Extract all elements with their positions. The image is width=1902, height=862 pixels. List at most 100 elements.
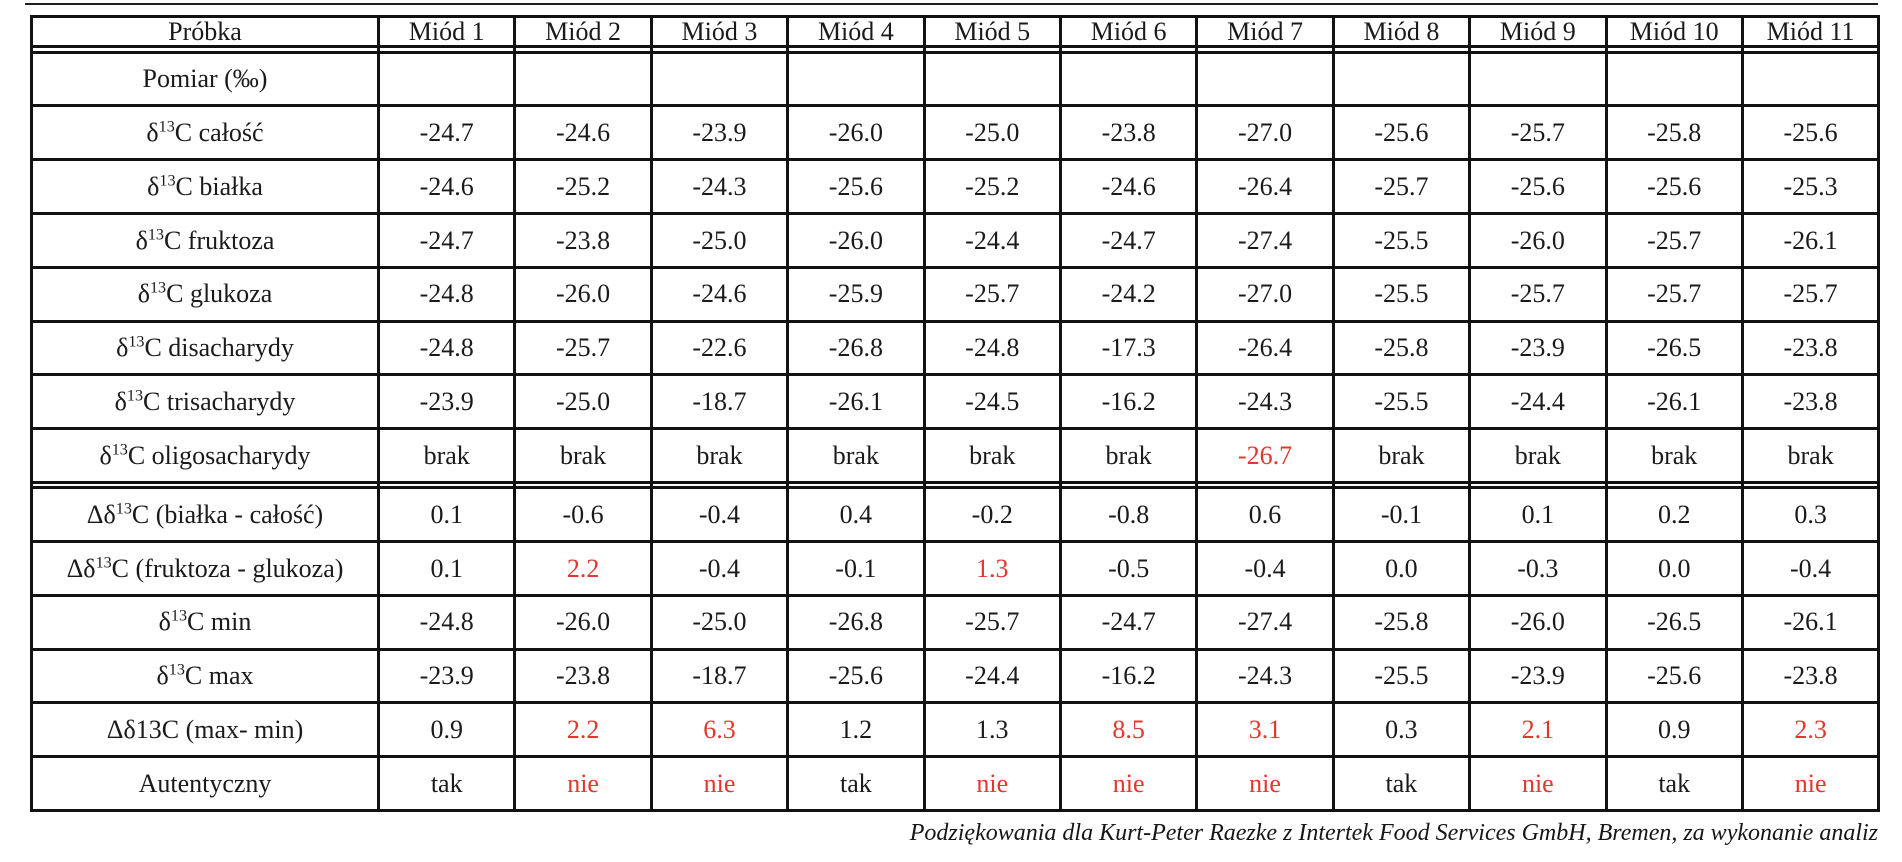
table-cell: -24.7 xyxy=(376,104,517,162)
row-label-text: C (białka - całość) xyxy=(131,499,324,529)
table-cell: 0.1 xyxy=(1468,486,1608,543)
table-cell: -25.7 xyxy=(1468,265,1608,323)
table-cell: nie xyxy=(922,755,1062,812)
table-row: δ13C białka -24.6 -25.2 -24.3 -25.6 -25.2 -24.… xyxy=(30,158,1881,215)
table-cell: -25.5 xyxy=(1331,211,1472,269)
table-cell: 2.2 xyxy=(513,701,653,759)
row-label-text: δ xyxy=(116,333,129,363)
row-label-text: C fruktoza xyxy=(163,225,275,255)
table-cell: -16.2 xyxy=(1058,373,1199,431)
table-cell: -18.7 xyxy=(649,647,790,705)
column-header: Miód 4 xyxy=(786,14,926,49)
table-cell: 0.1 xyxy=(376,486,517,543)
table-cell: brak xyxy=(513,427,653,484)
table-cell: -27.4 xyxy=(1195,593,1335,651)
table-cell: -0.4 xyxy=(649,486,790,543)
table-cell: brak xyxy=(1058,427,1199,484)
table-cell: nie xyxy=(1740,755,1881,812)
table-row: Δδ13C (fruktoza - glukoza) 0.1 2.2 -0.4 -0.1… xyxy=(30,539,1881,597)
table-cell: -26.8 xyxy=(786,593,926,651)
table-cell: -25.7 xyxy=(922,593,1062,651)
table-cell xyxy=(376,480,517,490)
row-label: Autentyczny xyxy=(30,755,380,812)
table-cell xyxy=(376,50,517,108)
table-cell: -25.8 xyxy=(1604,104,1744,162)
row-label-column-header: Próbka xyxy=(30,14,380,49)
row-label-text: Δδ13C (max- min) xyxy=(106,715,304,745)
table-cell: -23.9 xyxy=(376,373,517,431)
table-cell: 0.4 xyxy=(786,486,926,543)
table-cell: -25.0 xyxy=(513,373,653,431)
table-cell: -25.2 xyxy=(513,158,653,215)
table-row: Δδ13C (max- min) 0.9 2.2 6.3 1.2 1.3 8.5 3.1 0.3… xyxy=(30,701,1881,759)
row-label-text: C glukoza xyxy=(166,279,273,309)
column-header: Miód 9 xyxy=(1468,14,1608,49)
table-cell: -22.6 xyxy=(649,319,790,377)
row-label-superscript: 13 xyxy=(168,661,185,679)
table-row: δ13C glukoza -24.8 -26.0 -24.6 -25.9 -25.7 -24… xyxy=(30,265,1881,323)
table-cell: -24.5 xyxy=(922,373,1062,431)
row-label-superscript: 13 xyxy=(95,554,112,572)
row-label: δ13C glukoza xyxy=(30,265,380,323)
table-cell: brak xyxy=(786,427,926,484)
row-label xyxy=(30,480,380,490)
table-cell: -25.5 xyxy=(1331,265,1472,323)
row-label: δ13C trisacharydy xyxy=(30,373,380,431)
table-cell: brak xyxy=(922,427,1062,484)
row-label: δ13C disacharydy xyxy=(30,319,380,377)
table-cell: -27.0 xyxy=(1195,104,1335,162)
table-cell: -24.8 xyxy=(376,265,517,323)
table-cell: -26.5 xyxy=(1604,593,1744,651)
column-header: Miód 8 xyxy=(1331,14,1472,49)
table-cell: -25.5 xyxy=(1331,647,1472,705)
table-cell: -0.5 xyxy=(1058,539,1199,597)
table-cell: 8.5 xyxy=(1058,701,1199,759)
table-cell: brak xyxy=(1740,427,1881,484)
row-label-text: δ xyxy=(156,661,169,691)
table-cell: 0.3 xyxy=(1331,701,1472,759)
table-cell: -25.6 xyxy=(1604,158,1744,215)
table-cell: tak xyxy=(376,755,517,812)
table-cell: -17.3 xyxy=(1058,319,1199,377)
table-cell: -24.4 xyxy=(1468,373,1608,431)
table-cell: brak xyxy=(1604,427,1744,484)
table-cell: -23.8 xyxy=(1058,104,1199,162)
table-cell: nie xyxy=(513,755,653,812)
row-label: δ13C oligosacharydy xyxy=(30,427,380,484)
table-cell: -0.1 xyxy=(786,539,926,597)
row-label-superscript: 13 xyxy=(159,172,176,190)
table-cell xyxy=(922,50,1062,108)
table-cell: 0.2 xyxy=(1604,486,1744,543)
table-cell xyxy=(1604,50,1744,108)
table-cell: 1.3 xyxy=(922,701,1062,759)
table-cell: -24.6 xyxy=(376,158,517,215)
table-cell xyxy=(649,480,790,490)
row-label: δ13C całość xyxy=(30,104,380,162)
acknowledgment-text: Podziękowania dla Kurt-Peter Raezke z In… xyxy=(909,820,1878,846)
table-cell: -0.1 xyxy=(1331,486,1472,543)
table-cell xyxy=(649,45,790,54)
table-cell: -23.8 xyxy=(513,211,653,269)
table-row: δ13C fruktoza -24.7 -23.8 -25.0 -26.0 -24.4 -2… xyxy=(30,211,1881,269)
table-cell: -25.7 xyxy=(1740,265,1881,323)
table-cell: tak xyxy=(1331,755,1472,812)
table-cell: 2.2 xyxy=(513,539,653,597)
table-cell: -25.3 xyxy=(1740,158,1881,215)
column-header: Miód 6 xyxy=(1058,14,1199,49)
table-row: δ13C max -23.9 -23.8 -18.7 -25.6 -24.4 -16.2 -2… xyxy=(30,647,1881,705)
table-cell: -24.4 xyxy=(922,647,1062,705)
table-cell: -24.2 xyxy=(1058,265,1199,323)
table-cell: -26.1 xyxy=(1740,593,1881,651)
table-cell xyxy=(1195,50,1335,108)
table-cell: -26.1 xyxy=(786,373,926,431)
table-row: δ13C disacharydy -24.8 -25.7 -22.6 -26.8 -24.… xyxy=(30,319,1881,377)
table-cell: 6.3 xyxy=(649,701,790,759)
table-cell: -25.6 xyxy=(786,647,926,705)
row-label-text: C disacharydy xyxy=(144,333,294,363)
table-cell: -23.8 xyxy=(513,647,653,705)
row-label-text: δ xyxy=(137,279,150,309)
table-cell: nie xyxy=(1058,755,1199,812)
table-cell: 0.3 xyxy=(1740,486,1881,543)
row-label: Pomiar (‰) xyxy=(30,50,380,108)
table-cell: -25.2 xyxy=(922,158,1062,215)
